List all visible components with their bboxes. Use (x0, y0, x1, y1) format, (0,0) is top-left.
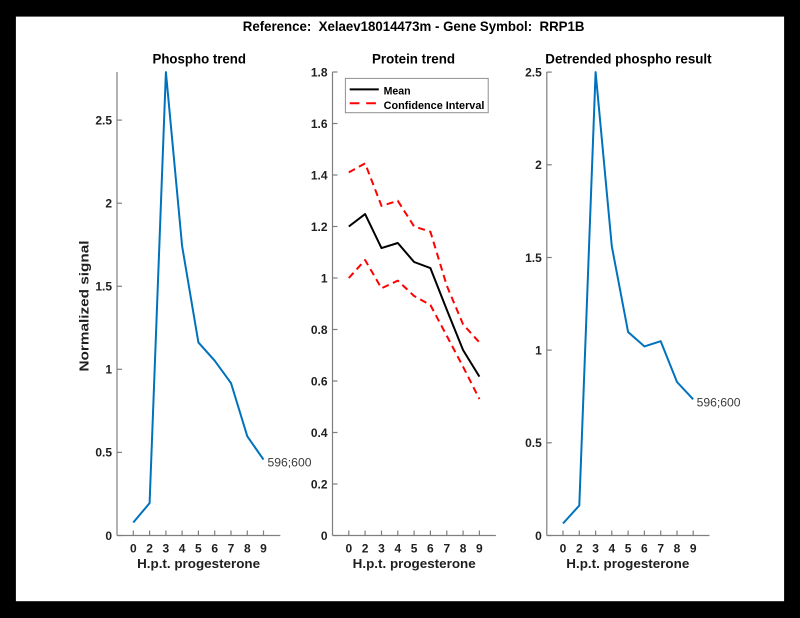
svg-text:2: 2 (535, 158, 542, 172)
svg-text:Normalized signal: Normalized signal (77, 241, 92, 372)
svg-text:2.5: 2.5 (525, 65, 542, 79)
svg-text:8: 8 (244, 541, 251, 555)
svg-text:0.8: 0.8 (311, 323, 328, 337)
svg-text:2: 2 (146, 541, 153, 555)
svg-text:2: 2 (576, 541, 583, 555)
svg-text:2.5: 2.5 (95, 113, 112, 127)
svg-text:5: 5 (195, 541, 202, 555)
svg-text:Confidence Interval: Confidence Interval (384, 100, 485, 112)
svg-text:Reference: Xelaev18014473m -: Reference: Xelaev18014473m - Gene Symbol… (243, 18, 585, 34)
svg-text:Protein trend: Protein trend (372, 51, 455, 66)
svg-text:H.p.t. progesterone: H.p.t. progesterone (566, 556, 689, 571)
svg-text:1.8: 1.8 (311, 65, 328, 79)
svg-text:0: 0 (105, 529, 112, 543)
svg-text:596;600: 596;600 (697, 395, 741, 409)
svg-text:0: 0 (321, 529, 328, 543)
svg-text:Detrended phospho result: Detrended phospho result (545, 51, 712, 66)
svg-text:0: 0 (535, 529, 542, 543)
svg-text:1.5: 1.5 (95, 280, 112, 294)
svg-text:4: 4 (394, 541, 401, 555)
svg-text:0: 0 (345, 541, 352, 555)
svg-text:6: 6 (427, 541, 434, 555)
svg-text:Phospho trend: Phospho trend (153, 51, 247, 66)
svg-text:5: 5 (625, 541, 632, 555)
svg-text:1: 1 (105, 363, 112, 377)
svg-text:3: 3 (163, 541, 170, 555)
svg-text:6: 6 (641, 541, 648, 555)
svg-text:1.2: 1.2 (311, 220, 328, 234)
svg-text:9: 9 (476, 541, 483, 555)
svg-text:3: 3 (378, 541, 385, 555)
svg-text:0.4: 0.4 (311, 426, 328, 440)
svg-text:4: 4 (608, 541, 615, 555)
svg-text:1.4: 1.4 (311, 168, 328, 182)
svg-text:Mean: Mean (384, 85, 411, 97)
svg-text:0.2: 0.2 (311, 477, 328, 491)
svg-text:1: 1 (535, 343, 542, 357)
svg-text:7: 7 (228, 541, 235, 555)
svg-text:1: 1 (321, 271, 328, 285)
svg-text:0.5: 0.5 (525, 436, 542, 450)
svg-text:0.5: 0.5 (95, 446, 112, 460)
svg-text:8: 8 (674, 541, 681, 555)
svg-text:4: 4 (179, 541, 186, 555)
svg-text:1.6: 1.6 (311, 117, 328, 131)
svg-text:0.6: 0.6 (311, 374, 328, 388)
svg-text:0: 0 (560, 541, 567, 555)
svg-text:9: 9 (260, 541, 267, 555)
svg-text:2: 2 (362, 541, 369, 555)
svg-text:0: 0 (130, 541, 137, 555)
svg-text:H.p.t. progesterone: H.p.t. progesterone (353, 556, 476, 571)
svg-text:H.p.t. progesterone: H.p.t. progesterone (137, 556, 260, 571)
svg-text:7: 7 (443, 541, 450, 555)
svg-text:3: 3 (592, 541, 599, 555)
svg-text:6: 6 (211, 541, 218, 555)
svg-text:7: 7 (657, 541, 664, 555)
svg-text:596;600: 596;600 (268, 455, 312, 469)
svg-text:1.5: 1.5 (525, 251, 542, 265)
svg-text:8: 8 (460, 541, 467, 555)
svg-text:5: 5 (411, 541, 418, 555)
svg-text:9: 9 (690, 541, 697, 555)
svg-text:2: 2 (105, 197, 112, 211)
